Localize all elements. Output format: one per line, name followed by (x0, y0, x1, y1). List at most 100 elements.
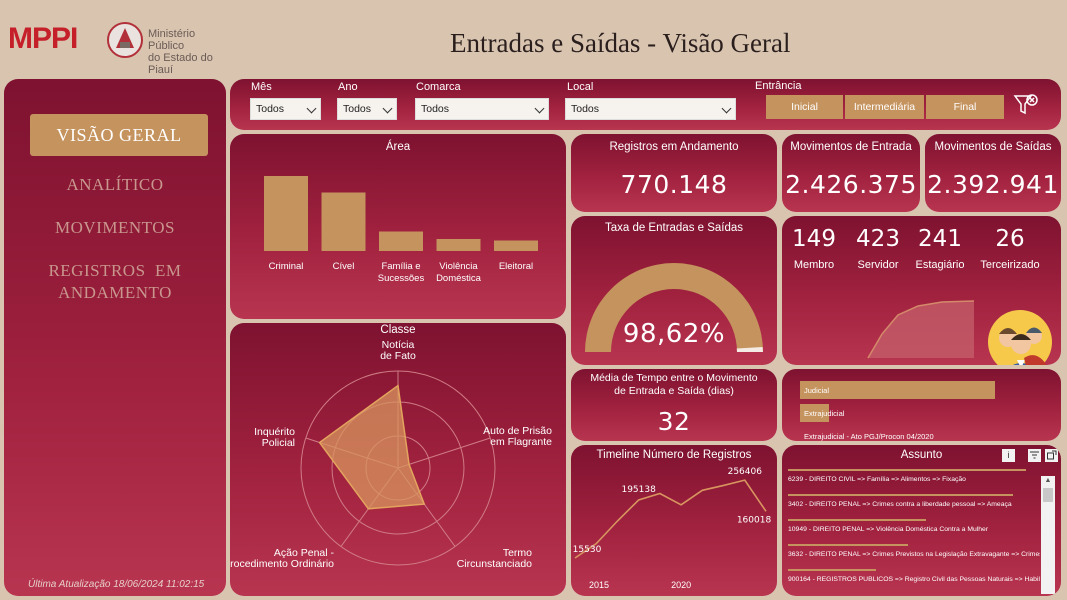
ano-label: Ano (338, 81, 358, 93)
logo: MPPI Ministério Público do Estado do Pia… (8, 20, 233, 76)
classe-chart-card: Classe Notícia de Fato Auto de Prisão em Fl… (230, 323, 566, 596)
nav-visao-geral[interactable]: VISÃO GERAL (30, 114, 208, 156)
staff-estagiario-label: Estagiário (915, 259, 965, 271)
entrancia-bar-1[interactable] (800, 404, 829, 422)
staff-servidor-label: Servidor (857, 259, 899, 271)
area-chart-card: Área Criminal Cível Família e Sucessões Viol… (230, 134, 566, 319)
expand-icon[interactable] (1045, 449, 1058, 462)
mes-label: Mês (251, 81, 272, 93)
staff-terceirizado-label: Terceirizado (980, 259, 1040, 271)
assunto-row-1[interactable]: 3402 - DIREITO PENAL => Crimes contra a … (788, 501, 1012, 508)
taxa-value: 98,62% (622, 319, 726, 349)
comarca-value: Todos (421, 103, 450, 115)
assunto-row-0[interactable]: 6239 - DIREITO CIVIL => Família => Alime… (788, 476, 966, 483)
area-bar-3[interactable] (436, 239, 481, 251)
logo-sub-2: do Estado do Piauí (148, 52, 213, 76)
area-bar-label-1: Cível (332, 261, 355, 272)
staff-servidor-value: 423 (856, 226, 900, 252)
area-bar-1[interactable] (321, 192, 366, 252)
staff-estagiario-value: 241 (918, 226, 962, 252)
entrancia-bar-0[interactable] (800, 381, 995, 399)
kpi-entrada-value: 2.426.375 (785, 170, 917, 199)
assunto-bar-2 (788, 519, 926, 521)
filter-icon[interactable] (1028, 449, 1041, 462)
ano-select[interactable]: Todos (337, 98, 397, 120)
staff-card: 149 Membro 423 Servidor 241 Estagiário 2… (782, 216, 1061, 365)
radar-series-area[interactable] (318, 384, 426, 510)
scroll-up-icon[interactable]: ▲ (1044, 477, 1052, 484)
entrancia-bar-label-2: Extrajudicial - Ato PGJ/Procon 04/2020 (804, 432, 934, 441)
area-bar-label-0: Criminal (268, 261, 304, 272)
nav-registros-line1[interactable]: REGISTROS EM (48, 261, 182, 280)
scrollbar[interactable]: ▲ (1041, 476, 1055, 594)
chevron-down-icon (306, 103, 317, 114)
info-icon[interactable]: i (1002, 449, 1015, 462)
local-label: Local (567, 81, 594, 93)
staff-terceirizado-value: 26 (995, 226, 1025, 252)
seal-icon (107, 22, 143, 58)
timeline-series-line[interactable] (574, 479, 767, 559)
staff-membro-label: Membro (793, 259, 835, 271)
kpi-andamento-card: Registros em Andamento 770.148 (571, 134, 777, 212)
timeline-data-label-9: 160018 (737, 515, 772, 525)
assunto-row-2[interactable]: 10949 - DIREITO PENAL => Violência Domés… (788, 526, 989, 533)
timeline-data-label-8: 256406 (728, 467, 763, 477)
assunto-row-3[interactable]: 3632 - DIREITO PENAL => Crimes Previstos… (788, 551, 1040, 558)
entrancia-bars-card: Judicial Extrajudicial Extrajudicial - Ato… (782, 369, 1061, 441)
timeline-data-label-0: 15530 (573, 545, 602, 555)
media-tempo-card: Média de Tempo entre o Movimento de Entr… (571, 369, 777, 441)
taxa-title: Taxa de Entradas e Saídas (604, 222, 744, 234)
logo-text: MPPI (8, 22, 78, 55)
comarca-label: Comarca (416, 81, 461, 93)
mes-select[interactable]: Todos (250, 98, 321, 120)
taxa-gauge (585, 263, 763, 352)
staff-area-sparkline (867, 300, 975, 359)
area-bar-2[interactable] (379, 231, 423, 252)
kpi-saidas-value: 2.392.941 (927, 170, 1059, 199)
kpi-andamento-title: Registros em Andamento (609, 141, 739, 153)
entrancia-bar-label-1: Extrajudicial (804, 409, 845, 418)
timeline-card: Timeline Número de Registros 15530 195138… (571, 445, 777, 596)
kpi-saidas-title: Movimentos de Saídas (934, 141, 1052, 153)
radar-label-2: Termo Circunstanciado (457, 547, 532, 570)
nav-movimentos[interactable]: MOVIMENTOS (55, 218, 175, 237)
entrancia-inicial[interactable]: Inicial (766, 95, 843, 119)
entrancia-bar-label-0: Judicial (804, 386, 830, 395)
assunto-title: Assunto (900, 449, 943, 461)
logo-sub-1: Ministério Público (148, 28, 196, 52)
local-select[interactable]: Todos (565, 98, 736, 120)
local-value: Todos (571, 103, 600, 115)
chevron-down-icon (721, 103, 732, 114)
area-bar-4[interactable] (494, 240, 538, 252)
taxa-gauge-card: Taxa de Entradas e Saídas 98,62% (571, 216, 777, 365)
entrancia-intermediaria[interactable]: Intermediária (845, 95, 924, 119)
media-title-2: de Entrada e Saída (dias) (614, 385, 734, 397)
chevron-down-icon (382, 103, 393, 114)
timeline-x-tick-1: 2020 (671, 580, 691, 590)
assunto-row-4[interactable]: 900164 - REGISTROS PÚBLICOS => Registro … (788, 576, 1040, 583)
area-bar-label-3: Violência Doméstica (436, 261, 481, 284)
mes-value: Todos (256, 103, 285, 115)
area-bar-label-4: Eleitoral (498, 261, 534, 272)
entrancia-final[interactable]: Final (926, 95, 1004, 119)
media-value: 32 (657, 407, 691, 436)
people-group-icon (988, 310, 1052, 365)
area-bar-0[interactable] (264, 176, 308, 251)
radar-axis-1 (397, 437, 491, 469)
staff-membro-value: 149 (792, 226, 836, 252)
page-title: Entradas e Saídas - Visão Geral (450, 28, 791, 58)
area-bar-label-2: Família e Sucessões (377, 261, 425, 284)
kpi-saidas-card: Movimentos de Saídas 2.392.941 (925, 134, 1061, 212)
timeline-data-label-3: 195138 (621, 485, 656, 495)
timeline-title: Timeline Número de Registros (596, 449, 752, 461)
nav-analitico[interactable]: ANALÍTICO (66, 175, 164, 194)
comarca-select[interactable]: Todos (415, 98, 549, 120)
clear-filter-icon[interactable] (1013, 92, 1039, 118)
classe-chart-title: Classe (380, 324, 416, 336)
assunto-bar-0 (788, 469, 1026, 471)
nav-registros-line2[interactable]: ANDAMENTO (58, 283, 172, 302)
side-nav: VISÃO GERAL ANALÍTICO MOVIMENTOS REGISTR… (4, 79, 226, 596)
kpi-entrada-title: Movimentos de Entrada (790, 141, 912, 153)
area-chart-title: Área (385, 141, 411, 153)
scroll-thumb[interactable] (1043, 488, 1053, 502)
